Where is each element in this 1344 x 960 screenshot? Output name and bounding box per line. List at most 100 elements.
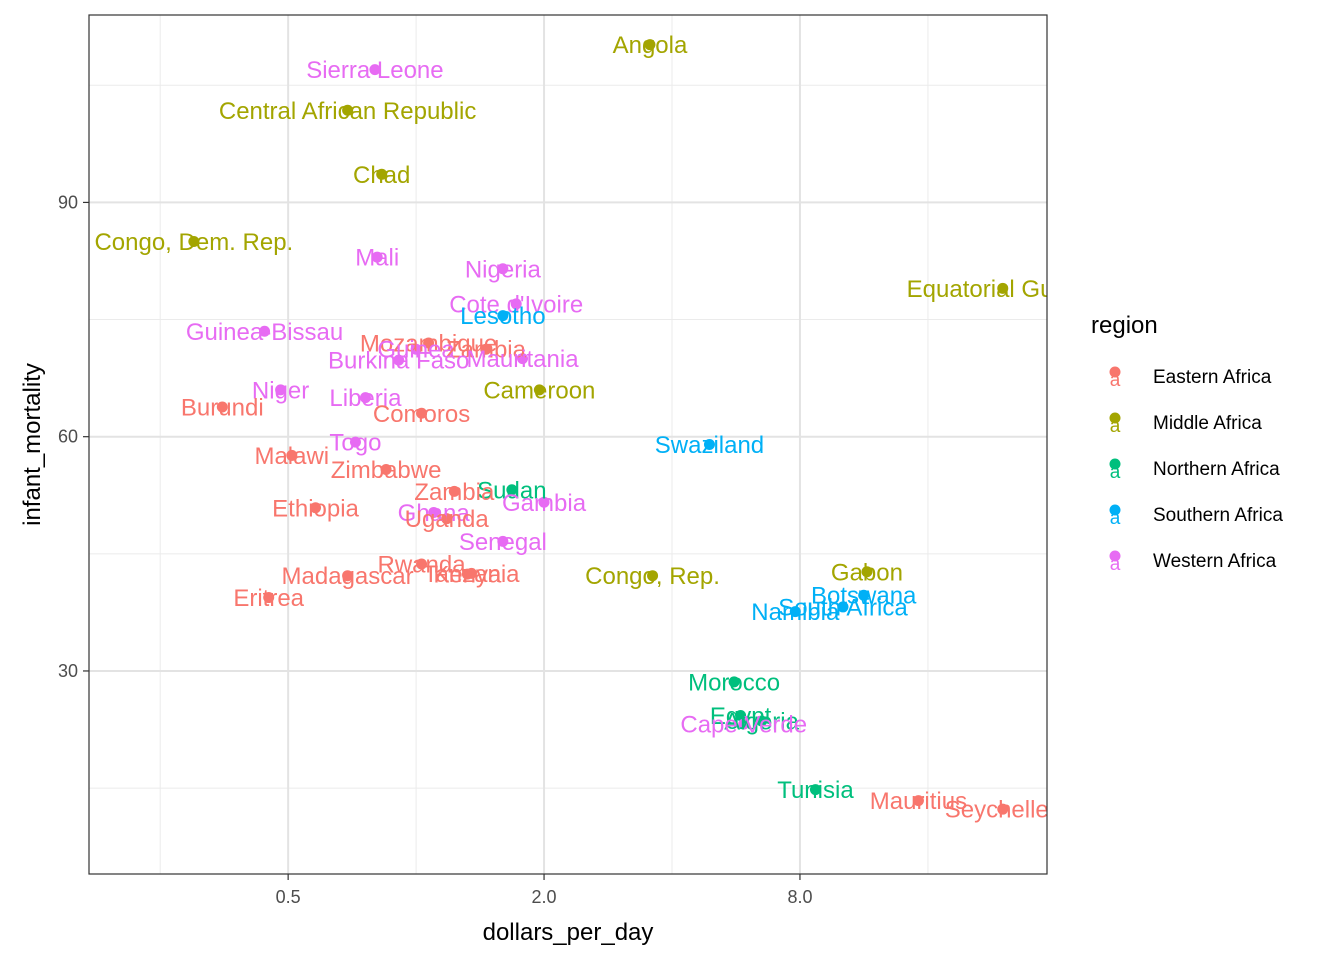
data-point bbox=[441, 513, 453, 525]
data-point bbox=[448, 485, 460, 497]
data-point bbox=[506, 484, 518, 496]
data-point-label: Ethiopia bbox=[272, 495, 359, 522]
data-point bbox=[349, 436, 361, 448]
data-points bbox=[188, 39, 1009, 815]
data-point bbox=[997, 803, 1009, 815]
data-point bbox=[517, 353, 529, 365]
data-point bbox=[912, 795, 924, 807]
data-point bbox=[423, 337, 435, 349]
data-point bbox=[416, 407, 428, 419]
data-point-label: Madagascar bbox=[282, 563, 414, 590]
data-point bbox=[342, 570, 354, 582]
y-axis-title: infant_mortality bbox=[19, 363, 46, 526]
legend-entry-label: Middle Africa bbox=[1153, 413, 1262, 434]
legend-entry-label: Western Africa bbox=[1153, 551, 1277, 572]
data-point-label: Cape Verde bbox=[680, 712, 807, 739]
data-point-label: Congo, Rep. bbox=[585, 563, 720, 590]
legend-entry-label: Northern Africa bbox=[1153, 459, 1280, 480]
legend-key-text-glyph: a bbox=[1110, 416, 1121, 437]
legend-key-text-glyph: a bbox=[1110, 554, 1121, 575]
data-point-label: South Africa bbox=[778, 594, 908, 621]
data-point-label: Tanzania bbox=[423, 561, 520, 588]
legend-key-point bbox=[1109, 458, 1121, 470]
data-point bbox=[789, 606, 801, 618]
data-point bbox=[538, 496, 550, 508]
data-point bbox=[533, 384, 545, 396]
data-point-label: Chad bbox=[353, 162, 410, 189]
data-point-label: Uganda bbox=[405, 506, 490, 533]
legend-key-point bbox=[1109, 412, 1121, 424]
data-point-label: Algeria bbox=[724, 708, 799, 735]
data-point bbox=[510, 298, 522, 310]
data-point-label: Tunisia bbox=[777, 777, 854, 804]
data-point-label: Zimbabwe bbox=[331, 457, 442, 484]
data-point bbox=[286, 449, 298, 461]
y-tick-label: 90 bbox=[58, 192, 78, 212]
data-point-label: Central African Republic bbox=[219, 98, 476, 125]
data-point-label: Angola bbox=[613, 32, 688, 59]
data-point bbox=[497, 263, 509, 275]
data-point bbox=[644, 39, 656, 51]
data-point-label: Mali bbox=[355, 245, 399, 272]
y-tick-label: 30 bbox=[58, 661, 78, 681]
legend-entry-label: Southern Africa bbox=[1153, 505, 1283, 526]
data-point bbox=[369, 64, 381, 76]
x-tick-label: 2.0 bbox=[532, 887, 557, 907]
x-tick-label: 8.0 bbox=[787, 887, 812, 907]
data-point-label: Egypt bbox=[710, 703, 772, 730]
data-point bbox=[997, 282, 1009, 294]
legend-key-point bbox=[1109, 366, 1121, 378]
data-point-label: Namibia bbox=[751, 599, 840, 626]
data-point bbox=[497, 310, 509, 322]
data-point bbox=[275, 384, 287, 396]
data-point-label: Cote d'Ivoire bbox=[449, 291, 583, 318]
data-point-label: Togo bbox=[329, 430, 381, 457]
data-point bbox=[858, 589, 870, 601]
legend-key-point bbox=[1109, 550, 1121, 562]
data-point bbox=[837, 601, 849, 613]
legend: region a Eastern Africa a Middle Africa a Nor… bbox=[1091, 312, 1283, 575]
data-point-label: Lesotho bbox=[460, 303, 545, 330]
data-point-label: Mauritania bbox=[467, 346, 580, 373]
y-tick-label: 60 bbox=[58, 427, 78, 447]
data-point-label: Guinea-Bissau bbox=[186, 319, 343, 346]
data-point bbox=[416, 558, 428, 570]
data-point-label: Mozambique bbox=[360, 330, 497, 357]
data-point-label: Eritrea bbox=[233, 585, 304, 612]
data-point bbox=[380, 463, 392, 475]
data-point-label: Gabon bbox=[831, 559, 903, 586]
data-point-label: Kenya bbox=[433, 562, 502, 589]
data-point bbox=[263, 592, 275, 604]
data-point-label: Nigeria bbox=[465, 256, 542, 283]
data-point-label: Malawi bbox=[254, 443, 329, 470]
data-point bbox=[735, 709, 747, 721]
legend-title: region bbox=[1091, 312, 1158, 339]
data-point-label: Gambia bbox=[502, 490, 587, 517]
axis-ticks: 0.5 2.0 8.0 30 60 90 bbox=[58, 192, 813, 907]
data-point-label: Comoros bbox=[373, 401, 470, 428]
data-point-label: Sudan bbox=[477, 477, 546, 504]
plot-panel-border bbox=[88, 14, 1048, 875]
legend-key-text-glyph: a bbox=[1110, 370, 1121, 391]
data-point-label: Rwanda bbox=[378, 551, 467, 578]
data-point bbox=[647, 570, 659, 582]
data-point-label: Swaziland bbox=[655, 432, 764, 459]
data-point bbox=[188, 235, 200, 247]
legend-entry-label: Eastern Africa bbox=[1153, 367, 1272, 388]
data-point-label: Morocco bbox=[688, 669, 780, 696]
data-point-label: Zambia bbox=[446, 337, 527, 364]
data-point-label: Liberia bbox=[329, 385, 402, 412]
data-point bbox=[359, 392, 371, 404]
data-point-label: Zambia bbox=[414, 479, 495, 506]
data-point bbox=[738, 718, 750, 730]
data-point bbox=[216, 401, 228, 413]
data-point-label: Ghana bbox=[398, 500, 471, 527]
data-point-label: Botswana bbox=[811, 583, 917, 610]
data-point bbox=[728, 676, 740, 688]
data-point-label: Senegal bbox=[459, 529, 547, 556]
data-point-label: Equatorial Guinea bbox=[907, 276, 1100, 303]
grid-lines bbox=[89, 15, 1047, 874]
data-point bbox=[342, 104, 354, 116]
data-point bbox=[461, 568, 473, 580]
x-axis-title: dollars_per_day bbox=[483, 919, 654, 946]
